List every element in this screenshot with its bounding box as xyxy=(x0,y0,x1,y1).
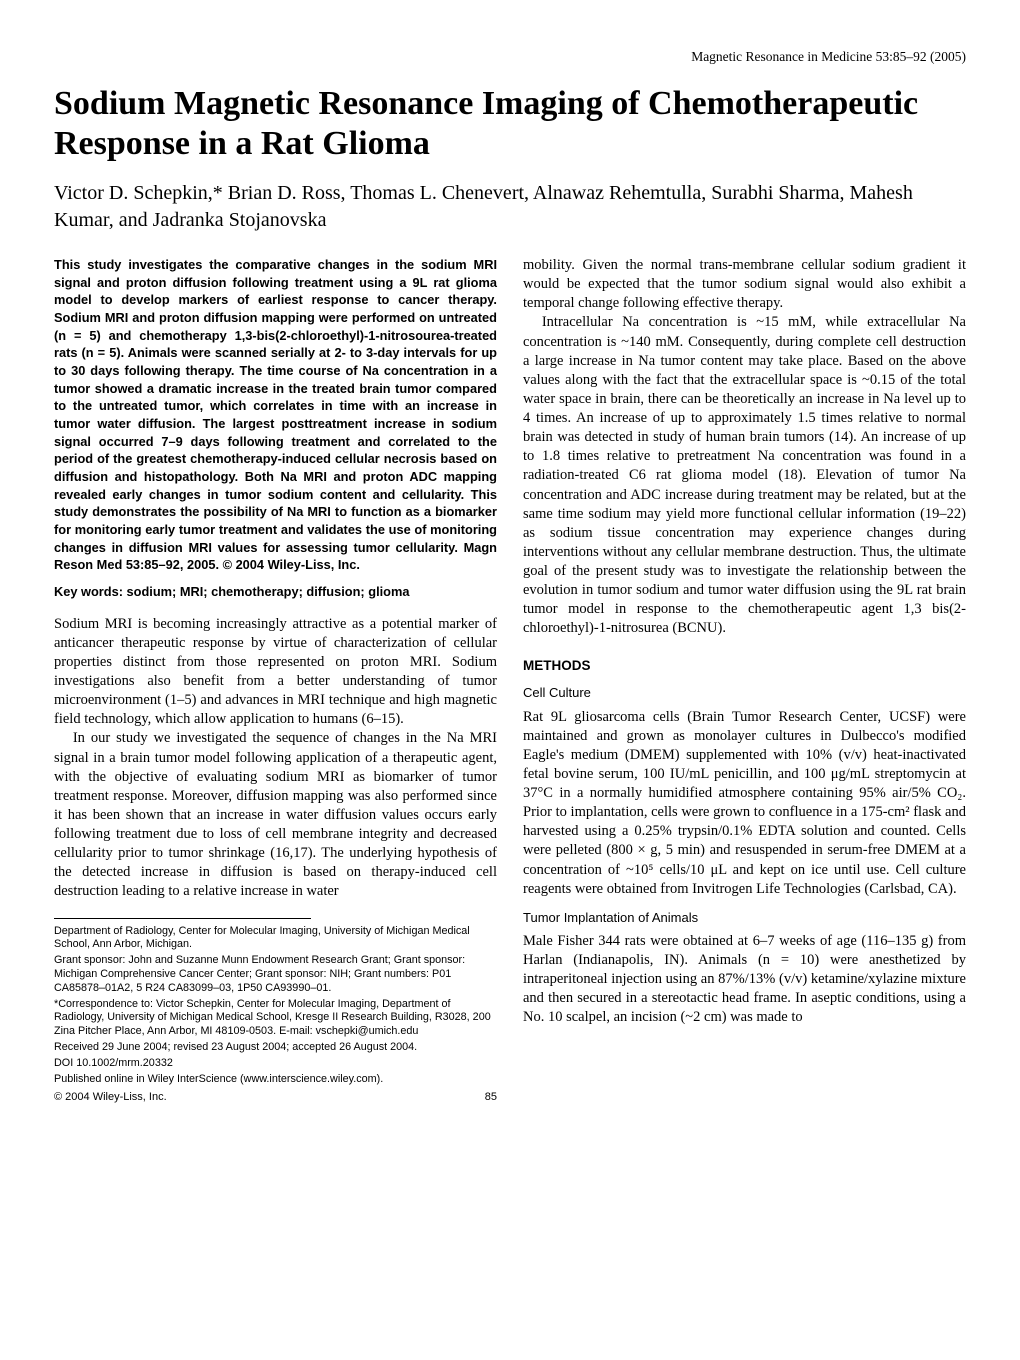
published-online-footnote: Published online in Wiley InterScience (… xyxy=(54,1073,497,1087)
intro-paragraph-2: In our study we investigated the sequenc… xyxy=(54,729,497,901)
tumor-implantation-paragraph: Male Fisher 344 rats were obtained at 6–… xyxy=(523,932,966,1028)
copyright-line: © 2004 Wiley-Liss, Inc. xyxy=(54,1090,167,1105)
tumor-implantation-heading: Tumor Implantation of Animals xyxy=(523,909,966,926)
cell-culture-paragraph: Rat 9L gliosarcoma cells (Brain Tumor Re… xyxy=(523,708,966,899)
intro-paragraph-1: Sodium MRI is becoming increasingly attr… xyxy=(54,615,497,730)
running-head: Magnetic Resonance in Medicine 53:85–92 … xyxy=(54,48,966,66)
page-number: 85 xyxy=(485,1090,497,1105)
col2-paragraph-2: Intracellular Na concentration is ~15 mM… xyxy=(523,313,966,638)
dates-footnote: Received 29 June 2004; revised 23 August… xyxy=(54,1041,497,1055)
author-list: Victor D. Schepkin,* Brian D. Ross, Thom… xyxy=(54,180,966,234)
cell-culture-heading: Cell Culture xyxy=(523,684,966,701)
correspondence-footnote: *Correspondence to: Victor Schepkin, Cen… xyxy=(54,998,497,1039)
affiliation-footnote: Department of Radiology, Center for Mole… xyxy=(54,925,497,953)
keywords: Key words: sodium; MRI; chemotherapy; di… xyxy=(54,584,497,601)
footnote-block: Department of Radiology, Center for Mole… xyxy=(54,918,497,1104)
two-column-body: This study investigates the comparative … xyxy=(54,256,966,1104)
col2-continuation-1: mobility. Given the normal trans-membran… xyxy=(523,256,966,313)
doi-footnote: DOI 10.1002/mrm.20332 xyxy=(54,1057,497,1071)
abstract: This study investigates the comparative … xyxy=(54,256,497,574)
grant-footnote: Grant sponsor: John and Suzanne Munn End… xyxy=(54,954,497,995)
article-title: Sodium Magnetic Resonance Imaging of Che… xyxy=(54,84,966,164)
footnote-rule xyxy=(54,918,311,919)
methods-heading: METHODS xyxy=(523,657,966,675)
